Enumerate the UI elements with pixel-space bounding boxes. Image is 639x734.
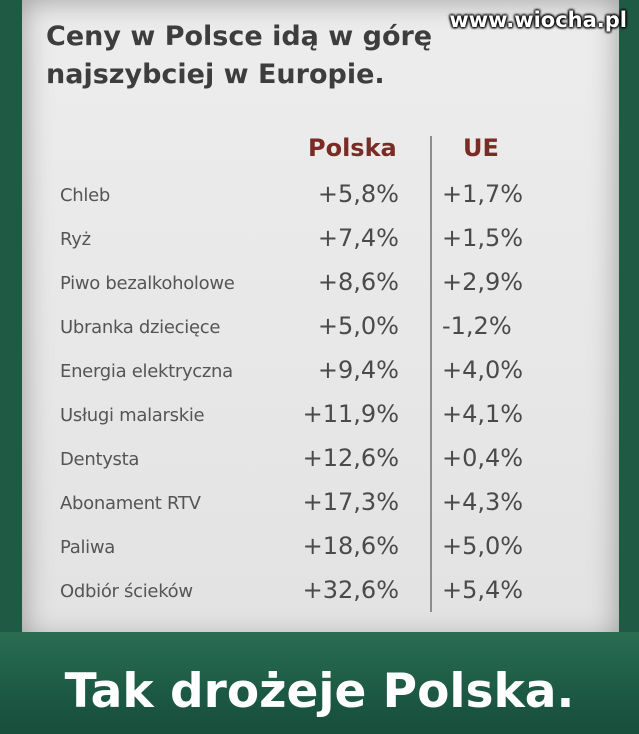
table-row: Odbiór ścieków +32,6% +5,4% (0, 572, 639, 616)
eu-value: +0,4% (442, 444, 524, 472)
eu-value: +1,7% (442, 180, 524, 208)
poland-value: +32,6% (302, 576, 399, 604)
poland-value: +12,6% (302, 444, 399, 472)
row-label: Dentysta (60, 449, 140, 470)
info-card (22, 0, 619, 642)
eu-value: -1,2% (442, 312, 512, 340)
row-label: Ryż (60, 229, 91, 250)
row-label: Odbiór ścieków (60, 581, 193, 602)
poland-value: +17,3% (302, 488, 399, 516)
poland-value: +8,6% (317, 268, 399, 296)
table-row: Paliwa +18,6% +5,0% (0, 528, 639, 572)
row-label: Ubranka dziecięce (60, 317, 221, 338)
footer-band (0, 632, 639, 734)
watermark: www.wiocha.pl (449, 8, 627, 32)
table-row: Ubranka dziecięce +5,0% -1,2% (0, 308, 639, 352)
table-row: Usługi malarskie +11,9% +4,1% (0, 396, 639, 440)
table-row: Chleb +5,8% +1,7% (0, 176, 639, 220)
column-header-eu: UE (463, 134, 499, 162)
column-header-poland: Polska (308, 134, 397, 162)
poland-value: +7,4% (317, 224, 399, 252)
eu-value: +2,9% (442, 268, 524, 296)
row-label: Piwo bezalkoholowe (60, 273, 235, 294)
headline: Ceny w Polsce idą w górę najszybciej w E… (46, 21, 433, 90)
poland-value: +5,0% (317, 312, 399, 340)
column-divider (430, 136, 432, 612)
poland-value: +11,9% (302, 400, 399, 428)
eu-value: +4,0% (442, 356, 524, 384)
table-row: Dentysta +12,6% +0,4% (0, 440, 639, 484)
row-label: Usługi malarskie (60, 405, 205, 426)
poland-value: +18,6% (302, 532, 399, 560)
eu-value: +4,3% (442, 488, 524, 516)
table-row: Ryż +7,4% +1,5% (0, 220, 639, 264)
row-label: Paliwa (60, 537, 116, 558)
table-row: Abonament RTV +17,3% +4,3% (0, 484, 639, 528)
row-label: Chleb (60, 185, 110, 206)
eu-value: +5,0% (442, 532, 524, 560)
poland-value: +9,4% (317, 356, 399, 384)
row-label: Abonament RTV (60, 493, 201, 514)
table-row: Piwo bezalkoholowe +8,6% +2,9% (0, 264, 639, 308)
poland-value: +5,8% (317, 180, 399, 208)
eu-value: +5,4% (442, 576, 524, 604)
eu-value: +1,5% (442, 224, 524, 252)
slogan: Tak drożeje Polska. (64, 664, 575, 719)
eu-value: +4,1% (442, 400, 524, 428)
table-row: Energia elektryczna +9,4% +4,0% (0, 352, 639, 396)
row-label: Energia elektryczna (60, 361, 233, 382)
